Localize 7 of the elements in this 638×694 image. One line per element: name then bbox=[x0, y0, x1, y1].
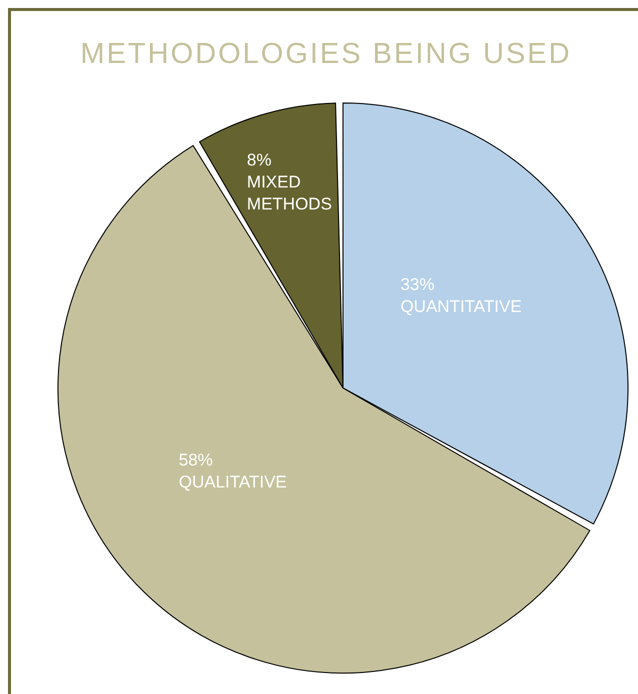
data-label: 33% bbox=[400, 275, 434, 294]
slice-label: QUANTITATIVE bbox=[400, 297, 522, 316]
data-label: 58% bbox=[178, 450, 213, 470]
data-label: 8% bbox=[246, 150, 272, 170]
slice-label: MIXED METHODS bbox=[246, 172, 332, 214]
chart-title: METHODOLOGIES BEING USED bbox=[80, 38, 572, 70]
slice-label: QUALITATIVE bbox=[178, 472, 287, 492]
